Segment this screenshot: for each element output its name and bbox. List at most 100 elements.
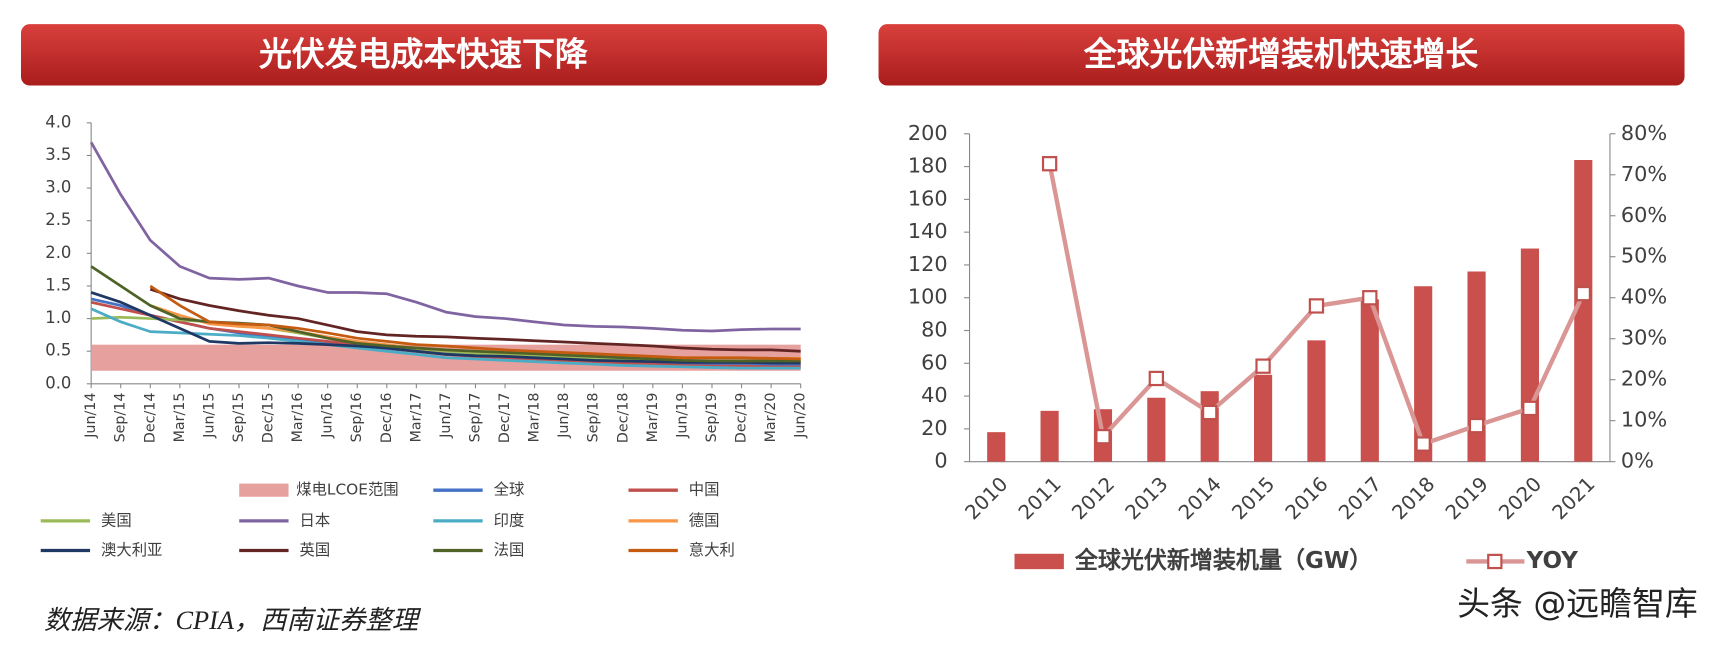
line: [90, 307, 801, 370]
x-tick-label: Jun/18: [556, 393, 572, 439]
line: [89, 141, 801, 333]
bar: [1307, 340, 1326, 462]
legend-label: 中国: [689, 481, 720, 499]
y-tick-label: 200: [908, 121, 948, 145]
bar: [1147, 397, 1166, 462]
x-tick-label: 2010: [961, 473, 1013, 525]
bar: [1040, 410, 1059, 462]
x-tick-label: Dec/15: [261, 393, 277, 444]
bar: [1200, 391, 1219, 462]
y-tick-label: 3.5: [45, 145, 71, 164]
legend-swatch: [239, 483, 289, 497]
banner: [878, 24, 1685, 86]
x-tick-label: Jun/17: [438, 393, 454, 439]
x-tick-label: 2019: [1441, 473, 1493, 525]
y-tick-label: 1.0: [45, 308, 71, 327]
x-tick-label: 2012: [1067, 473, 1119, 525]
y2-tick-label: 50%: [1621, 244, 1667, 268]
x-tick-label: Mar/15: [172, 393, 188, 443]
marker: [1095, 428, 1111, 445]
y-tick-label: 20: [921, 416, 948, 440]
bar: [1520, 248, 1539, 462]
x-tick-label: Mar/16: [290, 393, 306, 443]
x-tick-label: 2021: [1548, 473, 1600, 525]
y-tick-label: 2.5: [45, 210, 71, 229]
legend-label: 全球: [494, 481, 525, 499]
legend-label: 日本: [300, 511, 331, 529]
y2-tick-label: 0%: [1621, 449, 1654, 473]
marker: [1522, 400, 1538, 417]
marker: [1041, 156, 1058, 172]
line: [90, 291, 801, 365]
x-tick-label: Sep/14: [113, 393, 129, 443]
y-tick-label: 100: [908, 285, 948, 309]
x-tick-label: 2018: [1388, 473, 1440, 525]
y-tick-label: 0.5: [45, 341, 71, 360]
y-tick-label: 4.0: [45, 112, 71, 131]
y-tick-label: 0: [934, 449, 947, 473]
legend-label: 煤电LCOE范围: [296, 481, 398, 499]
x-tick-label: Dec/14: [142, 393, 158, 444]
legend-label: 澳大利亚: [101, 541, 162, 559]
chart-title: 光伏发电成本快速下降: [259, 34, 588, 73]
bar: [987, 432, 1006, 462]
x-tick-label: Mar/17: [408, 393, 424, 443]
y2-tick-label: 80%: [1621, 121, 1667, 145]
y-tick-label: 0.0: [45, 373, 71, 392]
y-tick-label: 140: [908, 219, 948, 243]
y-tick-label: 180: [908, 154, 948, 178]
x-tick-label: 2014: [1174, 473, 1226, 525]
marker: [1202, 404, 1218, 421]
x-tick-label: 2011: [1014, 473, 1066, 525]
banner: [20, 24, 827, 86]
x-tick-label: Mar/19: [645, 393, 661, 443]
marker: [1362, 290, 1378, 306]
y2-tick-label: 40%: [1621, 285, 1667, 309]
marker: [1575, 285, 1591, 302]
x-tick-label: Dec/17: [497, 393, 513, 444]
y-tick-label: 3.0: [45, 178, 71, 197]
legend-label: 美国: [101, 511, 132, 529]
line: [149, 287, 801, 353]
x-tick-label: Dec/16: [379, 393, 395, 444]
y-tick-label: 40: [921, 383, 948, 407]
legend-swatch: [1487, 553, 1503, 570]
bar: [1360, 299, 1379, 462]
legend-label: 德国: [689, 511, 720, 529]
x-tick-label: 2015: [1228, 473, 1280, 525]
x-tick-label: Mar/18: [527, 393, 543, 443]
y-tick-label: 80: [921, 318, 948, 342]
legend-swatch: [1014, 553, 1064, 570]
marker: [1415, 436, 1431, 452]
bar: [1414, 286, 1433, 462]
y-tick-label: 160: [908, 186, 948, 210]
bar: [1467, 271, 1486, 462]
source: 数据来源：CPIA，西南证券整理: [44, 606, 422, 635]
x-tick-label: Sep/16: [349, 393, 365, 443]
x-tick-label: 2020: [1494, 473, 1546, 525]
line: [149, 284, 801, 361]
y-tick-label: 60: [921, 350, 948, 374]
x-tick-label: Jun/19: [674, 393, 690, 439]
y-tick-label: 120: [908, 252, 948, 276]
x-tick-label: Dec/18: [615, 393, 631, 444]
legend-label: 意大利: [689, 540, 735, 559]
x-tick-label: Dec/19: [734, 393, 750, 444]
x-tick-label: Jun/14: [83, 393, 99, 439]
marker: [1255, 358, 1271, 374]
y2-tick-label: 70%: [1621, 162, 1667, 186]
x-tick-label: 2016: [1281, 473, 1333, 525]
x-tick-label: Jun/16: [320, 393, 336, 439]
y2-tick-label: 10%: [1621, 408, 1667, 432]
x-tick-label: 2017: [1334, 473, 1386, 525]
x-tick-label: Jun/15: [201, 393, 217, 439]
bar: [1254, 374, 1273, 462]
chart-title: 全球光伏新增装机快速增长: [1083, 34, 1479, 73]
legend-label: 印度: [494, 511, 525, 529]
legend-label: 全球光伏新增装机量（GW）: [1074, 547, 1372, 574]
y-tick-label: 2.0: [45, 243, 71, 262]
watermark: 头条 @远瞻智库: [1457, 584, 1698, 623]
x-tick-label: Sep/15: [231, 393, 247, 443]
x-tick-label: Sep/19: [704, 393, 720, 443]
legend-label: YOY: [1526, 548, 1579, 574]
